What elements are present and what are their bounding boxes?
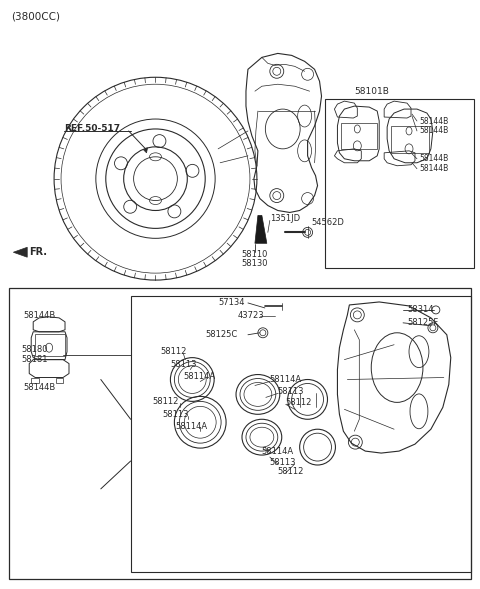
Text: FR.: FR. (29, 247, 47, 257)
Text: 43723: 43723 (238, 312, 264, 320)
Text: 58114A: 58114A (175, 422, 207, 431)
Text: 58113: 58113 (278, 387, 304, 396)
Text: 58114A: 58114A (270, 375, 302, 384)
Text: 58125F: 58125F (407, 318, 438, 327)
Text: 58314: 58314 (407, 306, 433, 315)
Polygon shape (13, 247, 27, 257)
Text: 58113: 58113 (170, 360, 197, 369)
Bar (9, 288, 471, 580)
Text: 58144B: 58144B (23, 383, 56, 392)
Text: 58112: 58112 (153, 397, 179, 406)
Polygon shape (144, 148, 147, 153)
Bar (324, 99, 474, 268)
Text: 58125C: 58125C (205, 330, 238, 339)
Text: 58144B: 58144B (419, 117, 448, 125)
Text: 58144B: 58144B (23, 312, 56, 320)
Text: 58112: 58112 (286, 398, 312, 407)
Text: 58110: 58110 (242, 250, 268, 259)
Text: (3800CC): (3800CC) (12, 12, 60, 22)
Text: 54562D: 54562D (312, 218, 345, 227)
Text: 58180: 58180 (21, 345, 48, 354)
Text: 58144B: 58144B (419, 164, 448, 173)
Text: 58112: 58112 (278, 468, 304, 477)
Text: 58114A: 58114A (183, 372, 216, 381)
Text: 58130: 58130 (241, 259, 268, 267)
Text: 58113: 58113 (162, 410, 189, 419)
Text: 58144B: 58144B (419, 154, 448, 163)
Text: 58181: 58181 (21, 355, 48, 364)
Text: 58144B: 58144B (419, 127, 448, 135)
Bar (35, 334, 65, 356)
Text: 58113: 58113 (270, 458, 296, 466)
Text: 57134: 57134 (218, 299, 245, 307)
Text: REF.50-517: REF.50-517 (64, 124, 120, 134)
Text: 58114A: 58114A (262, 446, 294, 455)
Text: 58112: 58112 (160, 347, 187, 356)
Text: 1351JD: 1351JD (270, 214, 300, 223)
Polygon shape (255, 216, 267, 243)
Bar (131, 296, 471, 573)
Text: 58101B: 58101B (354, 87, 389, 95)
